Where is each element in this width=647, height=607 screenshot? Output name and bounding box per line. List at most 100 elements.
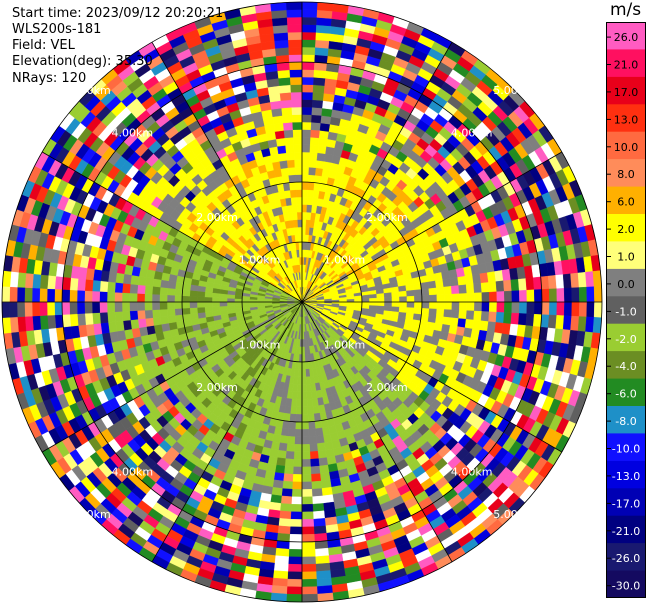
velocity-gate	[160, 279, 169, 289]
velocity-gate	[391, 301, 400, 308]
velocity-gate	[586, 301, 595, 318]
velocity-gate	[306, 391, 313, 400]
velocity-gate	[24, 287, 33, 303]
velocity-gate	[279, 503, 292, 512]
velocity-gate	[311, 114, 322, 124]
field-label: Field: VEL	[12, 38, 75, 53]
velocity-gate	[563, 287, 573, 303]
velocity-gate	[211, 297, 220, 303]
velocity-gate	[301, 39, 316, 48]
velocity-gate	[297, 376, 303, 385]
velocity-gate	[311, 495, 324, 505]
velocity-gate	[107, 281, 116, 293]
velocity-gate	[286, 204, 293, 214]
colorbar-tick-label: 13.0	[614, 113, 639, 126]
velocity-gate	[285, 197, 293, 206]
velocity-gate	[144, 309, 154, 319]
velocity-gate	[301, 9, 318, 18]
range-ring-label: 4.00km	[451, 466, 493, 479]
velocity-gate	[279, 510, 292, 520]
velocity-gate	[275, 540, 290, 550]
velocity-gate	[189, 289, 198, 297]
velocity-gate	[312, 92, 325, 101]
velocity-gate	[309, 136, 320, 146]
velocity-gate	[294, 234, 300, 243]
velocity-gate	[286, 159, 296, 168]
velocity-gate	[428, 308, 438, 317]
instrument-label: WLS200s-181	[12, 22, 102, 37]
velocity-gate	[234, 304, 243, 310]
velocity-gate	[1, 286, 11, 303]
velocity-gate	[444, 293, 453, 303]
velocity-gate	[458, 284, 468, 295]
colorbar-tick-label: -13.0	[612, 470, 640, 483]
velocity-gate	[451, 301, 460, 311]
colorbar-tick-label: 1.0	[617, 251, 635, 264]
velocity-gate	[577, 271, 587, 288]
velocity-gate	[136, 293, 145, 303]
velocity-gate	[312, 84, 325, 94]
velocity-gate	[274, 130, 286, 140]
velocity-gate	[122, 273, 132, 285]
velocity-gate	[316, 9, 333, 19]
velocity-gate	[16, 286, 26, 303]
velocity-gate	[39, 288, 48, 303]
velocity-gate	[361, 298, 370, 303]
velocity-gate	[319, 472, 331, 482]
velocity-gate	[296, 204, 303, 213]
velocity-gate	[283, 465, 294, 475]
velocity-gate	[92, 312, 101, 325]
velocity-gate	[473, 310, 483, 322]
velocity-gate	[294, 436, 303, 445]
velocity-gate	[556, 288, 565, 303]
velocity-gate	[301, 361, 306, 370]
velocity-gate	[62, 276, 72, 291]
colorbar-tick-label: 2.0	[617, 223, 635, 236]
velocity-gate	[578, 301, 588, 318]
velocity-gate	[301, 481, 313, 490]
velocity-gate	[17, 316, 27, 333]
velocity-gate	[121, 310, 131, 322]
range-ring-label: 2.00km	[366, 211, 408, 224]
velocity-gate	[540, 314, 550, 329]
velocity-gate	[296, 399, 303, 408]
velocity-gate	[293, 219, 299, 228]
velocity-gate	[301, 406, 309, 415]
velocity-gate	[160, 315, 169, 325]
velocity-gate	[457, 275, 467, 286]
velocity-gate	[346, 299, 355, 303]
velocity-gate	[76, 301, 86, 315]
colorbar-tick-label: -10.0	[612, 443, 640, 456]
velocity-gate	[54, 301, 63, 316]
velocity-gate	[433, 272, 443, 282]
velocity-gate	[249, 301, 258, 305]
velocity-gate	[290, 196, 298, 206]
velocity-gate	[275, 47, 290, 57]
velocity-gate	[466, 301, 475, 312]
velocity-gate	[301, 46, 316, 56]
velocity-gates	[1, 1, 603, 603]
velocity-gate	[301, 76, 315, 86]
velocity-gate	[301, 526, 315, 535]
velocity-gate	[107, 311, 116, 323]
velocity-gate	[54, 275, 64, 290]
colorbar-tick-label: -1.0	[615, 305, 636, 318]
velocity-gate	[391, 291, 400, 298]
velocity-gate	[315, 32, 331, 42]
velocity-gate	[275, 54, 290, 64]
velocity-gate	[292, 466, 303, 475]
velocity-gate	[136, 301, 145, 311]
velocity-gate	[291, 106, 303, 116]
range-ring-label: 1.00km	[239, 338, 281, 351]
velocity-gate	[308, 174, 316, 183]
velocity-gate	[426, 273, 436, 283]
velocity-gate	[311, 488, 323, 497]
velocity-gate	[301, 436, 310, 445]
velocity-gate	[313, 412, 322, 422]
velocity-gate	[309, 144, 319, 154]
elevation-label: Elevation(deg): 35.30	[12, 54, 153, 69]
velocity-gate	[31, 301, 41, 317]
velocity-gate	[503, 312, 512, 325]
velocity-gate	[391, 296, 400, 303]
velocity-gate	[289, 406, 297, 415]
